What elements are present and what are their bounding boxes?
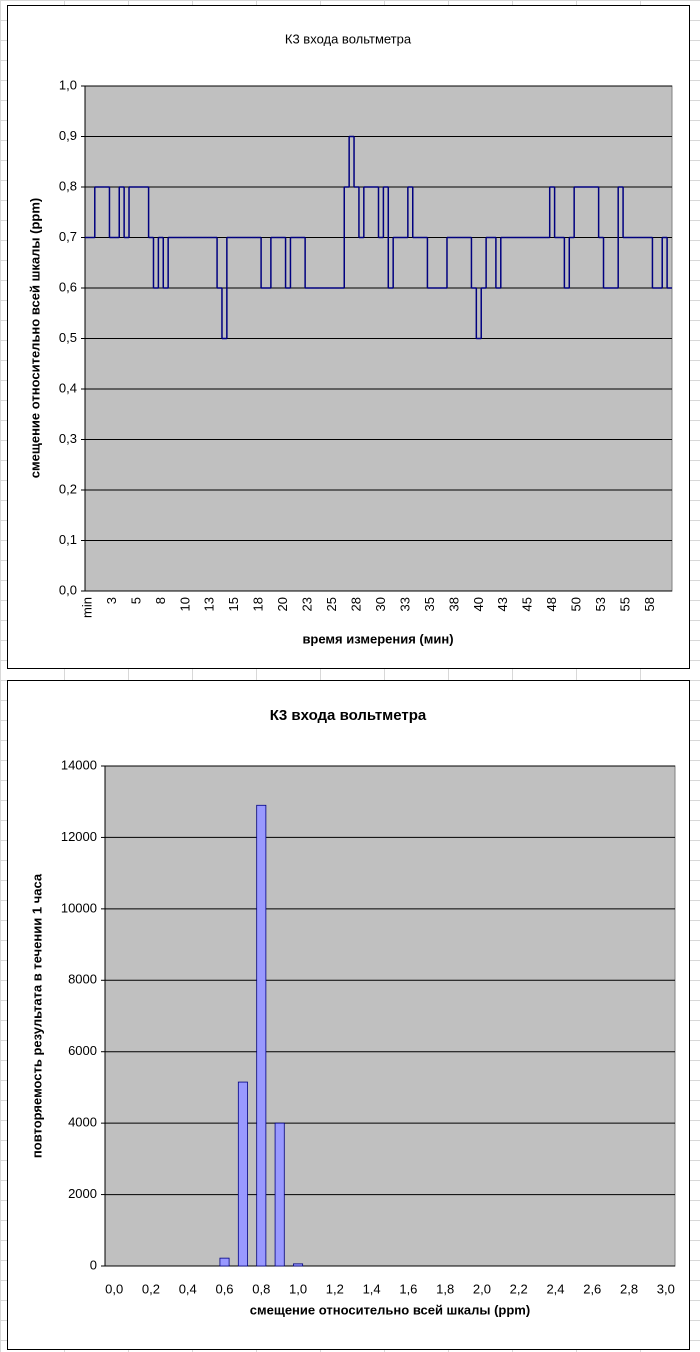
y-tick-label: 0,8 — [59, 178, 77, 193]
bar — [274, 1122, 285, 1267]
x-tick-label: 25 — [324, 597, 339, 611]
x-tick-label: 3 — [104, 597, 119, 604]
x-tick-label: 28 — [348, 597, 363, 611]
y-tick-label: 0,4 — [59, 380, 77, 395]
x-tick-label: 38 — [446, 597, 461, 611]
x-tick-label: 23 — [300, 597, 315, 611]
y-axis-label: повторяемость результата в течении 1 час… — [29, 873, 44, 1158]
y-tick-label: 0,5 — [59, 330, 77, 345]
x-tick-label: 3,0 — [657, 1281, 675, 1296]
x-tick-label: 8 — [153, 597, 168, 604]
x-tick-label: 2,8 — [620, 1281, 638, 1296]
x-tick-label: 2,0 — [473, 1281, 491, 1296]
x-tick-label: 1,0 — [289, 1281, 307, 1296]
x-tick-label: 1,2 — [326, 1281, 344, 1296]
y-tick-label: 0,9 — [59, 128, 77, 143]
y-tick-label: 4000 — [68, 1115, 97, 1130]
x-tick-label: 40 — [471, 597, 486, 611]
y-tick-label: 0,6 — [59, 279, 77, 294]
y-tick-label: 0,7 — [59, 229, 77, 244]
x-tick-label: 43 — [495, 597, 510, 611]
x-tick-label: 45 — [520, 597, 535, 611]
y-tick-label: 0,0 — [59, 582, 77, 597]
chart-title: К3 входа вольтметра — [270, 707, 427, 724]
x-tick-label: 55 — [618, 597, 633, 611]
y-tick-label: 12000 — [61, 829, 97, 844]
x-tick-label: 18 — [251, 597, 266, 611]
x-tick-label: 53 — [593, 597, 608, 611]
x-tick-label: min — [79, 597, 94, 618]
plot-area — [104, 765, 676, 1267]
bar — [256, 804, 267, 1267]
x-tick-label: 1,4 — [363, 1281, 381, 1296]
x-tick-label: 1,6 — [399, 1281, 417, 1296]
chart-title: К3 входа вольтметра — [285, 31, 412, 46]
y-axis-label: смещение относительно всей шкалы (ppm) — [27, 198, 42, 478]
y-tick-label: 0,3 — [59, 431, 77, 446]
x-tick-label: 13 — [202, 597, 217, 611]
x-tick-label: 50 — [569, 597, 584, 611]
x-tick-label: 0,8 — [252, 1281, 270, 1296]
x-tick-label: 58 — [642, 597, 657, 611]
x-axis-label: смещение относительно всей шкалы (ppm) — [250, 1302, 530, 1317]
y-tick-label: 14000 — [61, 757, 97, 772]
x-tick-label: 1,8 — [436, 1281, 454, 1296]
y-tick-label: 0,1 — [59, 532, 77, 547]
x-tick-label: 15 — [226, 597, 241, 611]
x-tick-label: 0,2 — [142, 1281, 160, 1296]
bar — [219, 1257, 230, 1267]
x-tick-label: 35 — [422, 597, 437, 611]
y-tick-label: 1,0 — [59, 77, 77, 92]
x-tick-label: 5 — [128, 597, 143, 604]
x-tick-label: 0,4 — [179, 1281, 197, 1296]
x-tick-label: 0,0 — [105, 1281, 123, 1296]
y-tick-label: 2000 — [68, 1186, 97, 1201]
y-tick-label: 6000 — [68, 1043, 97, 1058]
y-tick-label: 8000 — [68, 972, 97, 987]
bar — [237, 1081, 248, 1267]
x-tick-label: 0,6 — [215, 1281, 233, 1296]
x-tick-label: 30 — [373, 597, 388, 611]
x-tick-label: 48 — [544, 597, 559, 611]
x-tick-label: 33 — [397, 597, 412, 611]
x-tick-label: 20 — [275, 597, 290, 611]
x-tick-label: 10 — [177, 597, 192, 611]
x-tick-label: 2,6 — [583, 1281, 601, 1296]
bar — [293, 1263, 304, 1267]
y-tick-label: 0,2 — [59, 481, 77, 496]
y-tick-label: 10000 — [61, 900, 97, 915]
x-tick-label: 2,4 — [546, 1281, 564, 1296]
x-tick-label: 2,2 — [510, 1281, 528, 1296]
x-axis-label: время измерения (мин) — [302, 631, 453, 646]
y-tick-label: 0 — [90, 1257, 97, 1272]
